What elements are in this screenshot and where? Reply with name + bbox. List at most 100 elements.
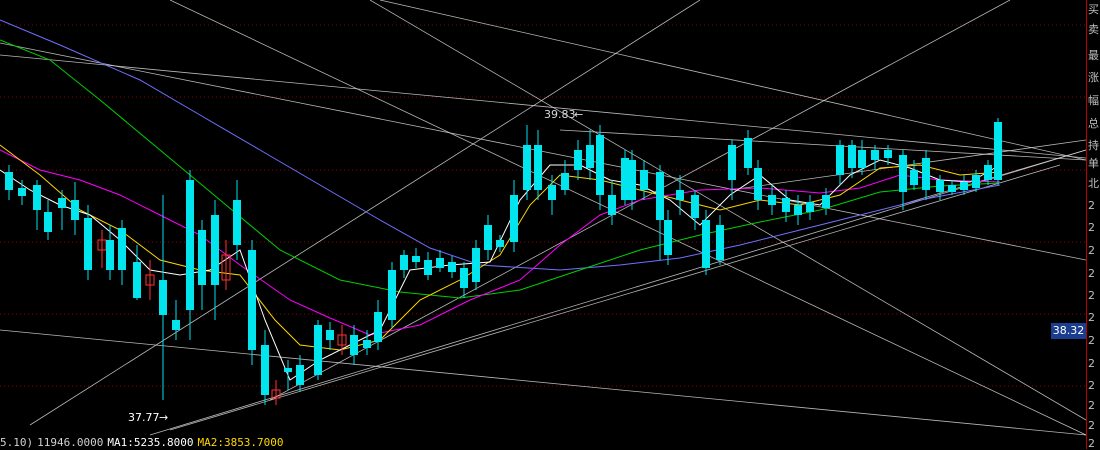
candle xyxy=(848,140,856,178)
candle-body xyxy=(284,368,292,372)
candle xyxy=(374,300,382,350)
side-panel-char: 最 xyxy=(1088,49,1099,62)
candle-body xyxy=(640,170,648,190)
candle-body xyxy=(159,280,167,315)
candlestick-chart[interactable]: 39.83 ← 37.77 → xyxy=(0,0,1086,436)
candle-body xyxy=(534,145,542,190)
candle xyxy=(910,160,918,190)
candle xyxy=(656,165,664,260)
trend-line xyxy=(369,0,1086,421)
candle-body xyxy=(221,254,231,281)
candle-body xyxy=(18,188,26,196)
candle-body xyxy=(198,230,206,285)
moving-average-lines xyxy=(0,19,1001,381)
candle-body xyxy=(972,175,980,188)
candle xyxy=(596,125,604,210)
candle xyxy=(806,195,814,220)
side-panel-char: 总 xyxy=(1088,117,1099,130)
candle xyxy=(586,130,594,180)
candle-body xyxy=(608,195,616,215)
candle-body xyxy=(884,150,892,158)
candle-body xyxy=(596,135,604,195)
candle xyxy=(350,325,358,365)
candle-body xyxy=(586,145,594,168)
candle xyxy=(271,380,281,405)
volume-prefix: 5.10) xyxy=(0,436,34,449)
candle-body xyxy=(388,270,396,320)
volume-ma2: MA2:3853.7000 xyxy=(197,436,284,449)
candle-body xyxy=(326,330,334,340)
candle xyxy=(768,185,776,215)
candle xyxy=(58,190,66,230)
candle xyxy=(960,175,968,195)
candle-body xyxy=(186,180,194,310)
trend-line xyxy=(0,329,1086,436)
trend-line xyxy=(379,0,1086,161)
candle xyxy=(994,118,1002,185)
candle xyxy=(716,215,724,265)
candle xyxy=(198,220,206,310)
candle-body xyxy=(484,225,492,250)
volume-value: 11946.0000 xyxy=(37,436,104,449)
candle xyxy=(936,175,944,200)
side-panel-char: 2 xyxy=(1088,311,1095,324)
side-panel-char: 2 xyxy=(1088,221,1095,234)
candle-body xyxy=(363,340,371,348)
candle xyxy=(754,160,762,210)
candle-body xyxy=(460,268,468,288)
candle-body xyxy=(472,248,480,282)
candle xyxy=(84,205,92,280)
candle xyxy=(691,190,699,230)
candle xyxy=(424,252,432,280)
candle-body xyxy=(794,205,802,215)
candle-body xyxy=(350,335,358,355)
candle xyxy=(948,180,956,195)
candle xyxy=(233,180,241,260)
candle xyxy=(363,330,371,355)
trend-line xyxy=(29,0,701,426)
trend-line xyxy=(729,139,1086,191)
candles xyxy=(5,118,1002,405)
candle-body xyxy=(337,334,347,346)
candle-body xyxy=(145,274,155,286)
candle-body xyxy=(858,150,866,168)
candle-body xyxy=(561,173,569,190)
candle xyxy=(640,160,648,200)
candle-body xyxy=(412,256,420,262)
candle xyxy=(484,215,492,260)
volume-ma1: MA1:5235.8000 xyxy=(107,436,194,449)
candle-body xyxy=(44,212,52,232)
candle xyxy=(261,330,269,405)
side-panel-char: 单 xyxy=(1088,157,1099,170)
candle-body xyxy=(172,320,180,330)
candle xyxy=(496,235,504,252)
trend-line xyxy=(899,149,1086,206)
candle xyxy=(858,140,866,175)
candle-body xyxy=(118,228,126,270)
candle xyxy=(133,245,141,300)
candle-body xyxy=(871,150,879,160)
side-panel-char: 买 xyxy=(1088,3,1099,16)
side-panel-char: 2 xyxy=(1088,199,1095,212)
candle-body xyxy=(261,345,269,395)
candle-body xyxy=(676,190,684,200)
candle xyxy=(561,160,569,195)
high-price-label: 39.83 xyxy=(544,108,576,121)
side-panel-char: 2 xyxy=(1088,419,1095,432)
candle xyxy=(145,260,155,300)
candle xyxy=(782,190,790,222)
candle-body xyxy=(922,158,930,190)
candle xyxy=(159,195,167,400)
candle xyxy=(664,210,672,265)
side-panel-char: 2 xyxy=(1088,379,1095,392)
candle xyxy=(400,250,408,278)
side-panel-char: 2 xyxy=(1088,267,1095,280)
candle xyxy=(523,125,531,200)
side-panel-char: 2 xyxy=(1088,437,1095,450)
candle-body xyxy=(806,202,814,212)
candle xyxy=(118,220,126,285)
candle xyxy=(284,360,292,390)
side-panel-char: 幅 xyxy=(1088,94,1099,107)
candle xyxy=(608,180,616,225)
candle xyxy=(436,250,444,272)
